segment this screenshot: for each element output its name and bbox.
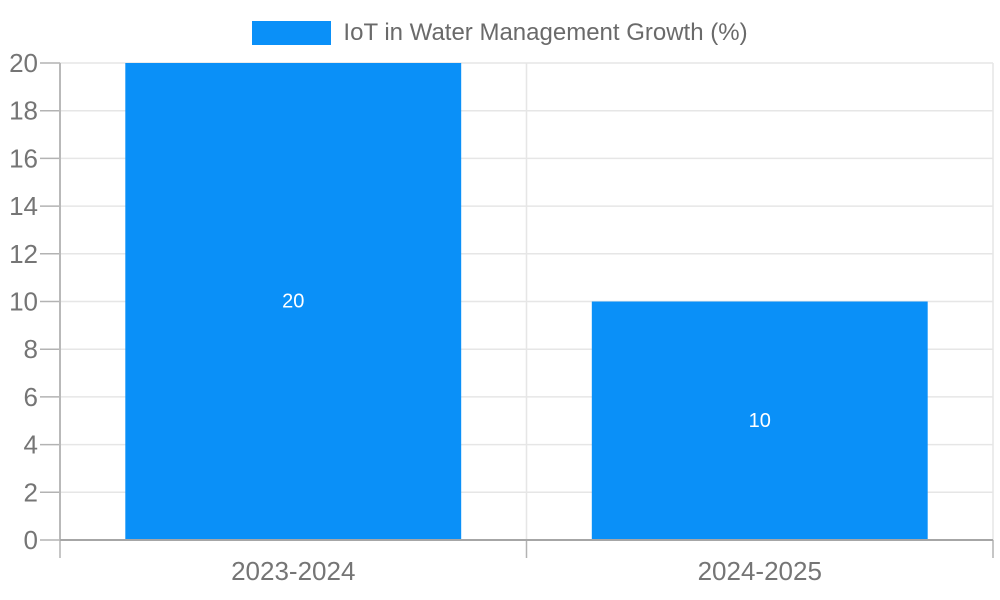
y-tick-label: 20 <box>9 48 38 78</box>
y-tick-label: 6 <box>24 382 38 412</box>
bar-value-label: 20 <box>282 291 304 313</box>
y-tick-label: 0 <box>24 525 38 555</box>
y-tick-label: 12 <box>9 239 38 269</box>
chart-legend-row: IoT in Water Management Growth (%) <box>0 20 1000 46</box>
bar-2023-2024[interactable] <box>125 63 462 540</box>
y-tick-label: 2 <box>24 477 38 507</box>
y-tick-label: 18 <box>9 96 38 126</box>
legend-color-swatch <box>252 21 332 45</box>
chart-legend[interactable]: IoT in Water Management Growth (%) <box>252 19 748 46</box>
y-tick-label: 4 <box>24 430 38 460</box>
y-tick-label: 16 <box>9 143 38 173</box>
legend-label: IoT in Water Management Growth (%) <box>343 19 748 46</box>
x-tick-label: 2024-2025 <box>698 556 822 586</box>
x-tick-label: 2023-2024 <box>231 556 355 586</box>
y-tick-label: 10 <box>9 287 38 317</box>
y-tick-label: 8 <box>24 334 38 364</box>
bar-2024-2025[interactable] <box>591 301 928 541</box>
y-tick-label: 14 <box>9 191 38 221</box>
bar-value-label: 10 <box>749 410 771 432</box>
